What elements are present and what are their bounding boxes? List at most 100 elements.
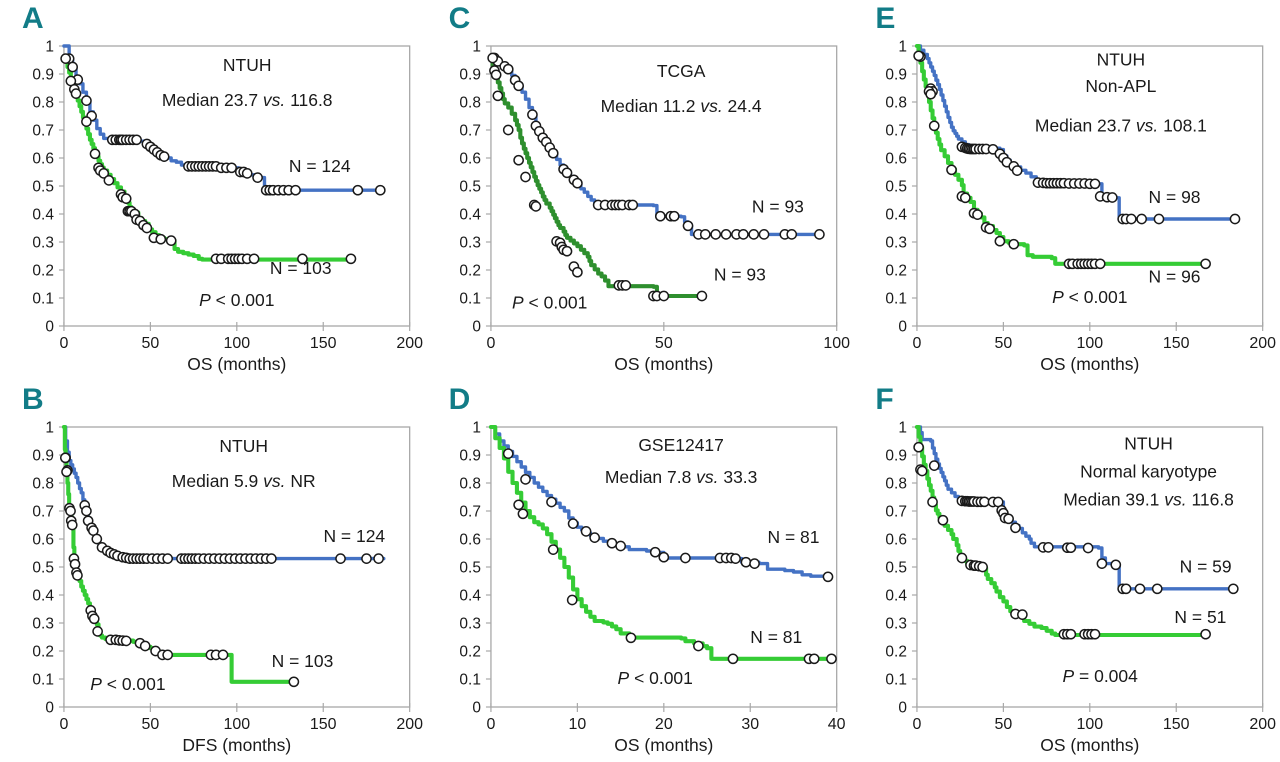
y-axis-tick-label: 1 [472, 419, 481, 436]
y-axis-tick-label: 0.3 [32, 234, 54, 251]
censor-marker [1089, 178, 1101, 190]
series-n-label: N = 59 [1180, 557, 1232, 577]
censor-marker [545, 496, 557, 508]
annotation: Normal karyotype [1080, 461, 1217, 481]
y-axis-tick-label: 0.5 [32, 559, 54, 576]
y-axis-tick-label: 0.8 [886, 475, 908, 492]
y-axis-tick-label: 0 [45, 318, 54, 335]
censor-marker [786, 229, 797, 240]
censor-marker [162, 553, 174, 564]
annotation: P < 0.001 [199, 290, 274, 310]
censor-marker [103, 175, 115, 186]
censor-marker [1008, 238, 1020, 250]
censor-marker [120, 193, 132, 204]
y-axis-tick-label: 0.1 [32, 290, 54, 307]
censor-marker [748, 558, 760, 569]
censor-marker [252, 172, 263, 183]
censor-marker [290, 184, 301, 196]
y-axis-tick-label: 0.1 [459, 671, 481, 688]
censor-marker [361, 553, 372, 564]
censor-marker [373, 553, 384, 564]
y-axis-tick-label: 0.8 [32, 475, 54, 492]
x-axis-tick-label: 150 [310, 335, 337, 352]
y-axis-tick-label: 0.7 [886, 503, 908, 520]
panel-d: D 0 0.1 0.2 0.3 0.4 0.5 0.6 0.7 0.8 0.9 1 0 10 20 30 40… [427, 381, 854, 762]
censor-marker [658, 551, 669, 563]
series-n-label: N = 51 [1175, 607, 1227, 627]
x-axis-title: DFS (months) [182, 735, 291, 755]
y-axis-tick-label: 0.1 [32, 671, 54, 688]
censor-marker [1200, 258, 1212, 270]
y-axis-tick-label: 0 [899, 699, 908, 716]
censor-marker [692, 640, 704, 652]
censor-marker [530, 201, 541, 212]
y-axis-tick-label: 1 [45, 38, 54, 55]
censor-marker [748, 229, 759, 240]
censor-marker [89, 148, 101, 160]
censor-marker [946, 164, 958, 176]
panel-letter: A [22, 2, 44, 35]
x-axis-tick-label: 50 [995, 716, 1013, 733]
annotation: Non-APL [1086, 76, 1157, 96]
censor-marker [571, 177, 583, 189]
x-axis-tick-label: 30 [741, 716, 759, 733]
x-axis-tick-label: 10 [568, 716, 586, 733]
censor-marker [66, 519, 78, 531]
x-axis-tick-label: 200 [396, 335, 423, 352]
censor-marker [158, 151, 170, 162]
censor-marker [65, 505, 76, 517]
y-axis-tick-label: 0.9 [886, 66, 908, 83]
censor-marker [654, 210, 666, 222]
censor-marker [1121, 583, 1132, 595]
censor-marker [720, 229, 732, 240]
y-axis-tick-label: 0.4 [32, 587, 54, 604]
censor-marker [502, 448, 514, 459]
y-axis-tick-label: 0.5 [459, 178, 481, 195]
censor-marker [580, 526, 592, 537]
annotation: NTUH [223, 55, 272, 75]
panel-e: E 0 0.1 0.2 0.3 0.4 0.5 0.6 0.7 0.8 0.9 1 0 50 100 150… [853, 0, 1280, 381]
y-axis-tick-label: 0 [472, 699, 481, 716]
censor-marker [72, 570, 83, 581]
x-axis-tick-label: 200 [1250, 716, 1277, 733]
censor-marker [822, 571, 833, 583]
series-n-label: N = 98 [1149, 187, 1201, 207]
annotation: Median 23.7 vs. 108.1 [1035, 115, 1207, 135]
y-axis-tick-label: 0.1 [459, 290, 481, 307]
y-axis-tick-label: 0.1 [886, 671, 908, 688]
censor-marker [98, 168, 110, 179]
x-axis-tick-label: 100 [223, 335, 250, 352]
annotation: Median 5.9 vs. NR [172, 471, 316, 491]
censor-marker [1200, 628, 1212, 640]
y-axis-tick-label: 0.5 [886, 178, 908, 195]
censor-marker [67, 61, 78, 73]
y-axis-tick-label: 0.3 [886, 234, 908, 251]
series-n-label: N = 124 [323, 526, 385, 546]
y-axis-tick-label: 0.8 [32, 94, 54, 111]
censor-marker [813, 229, 825, 240]
y-axis-tick-label: 0.2 [32, 262, 54, 279]
x-axis-tick-label: 50 [995, 335, 1013, 352]
censor-marker [1126, 213, 1137, 225]
x-axis-title: OS (months) [614, 735, 713, 755]
censor-marker [297, 253, 308, 265]
y-axis-tick-label: 0.8 [459, 475, 481, 492]
censor-marker [1017, 609, 1029, 620]
y-axis-tick-label: 0 [45, 699, 54, 716]
x-axis-tick-label: 100 [1077, 335, 1104, 352]
x-axis-tick-label: 150 [1163, 716, 1190, 733]
censor-marker [606, 537, 617, 549]
censor-marker [929, 460, 940, 471]
censor-marker [808, 653, 820, 665]
y-axis-tick-label: 0.2 [459, 262, 481, 279]
annotation: P < 0.001 [617, 668, 692, 688]
censor-marker [1152, 583, 1163, 595]
y-axis-tick-label: 0.4 [32, 206, 54, 223]
y-axis-tick-label: 0.3 [32, 615, 54, 632]
y-axis-tick-label: 0.6 [886, 531, 908, 548]
censor-marker [620, 280, 631, 291]
censor-marker [1136, 213, 1148, 225]
censor-marker [502, 63, 514, 75]
censor-marker [994, 235, 1006, 247]
censor-marker [977, 561, 989, 573]
